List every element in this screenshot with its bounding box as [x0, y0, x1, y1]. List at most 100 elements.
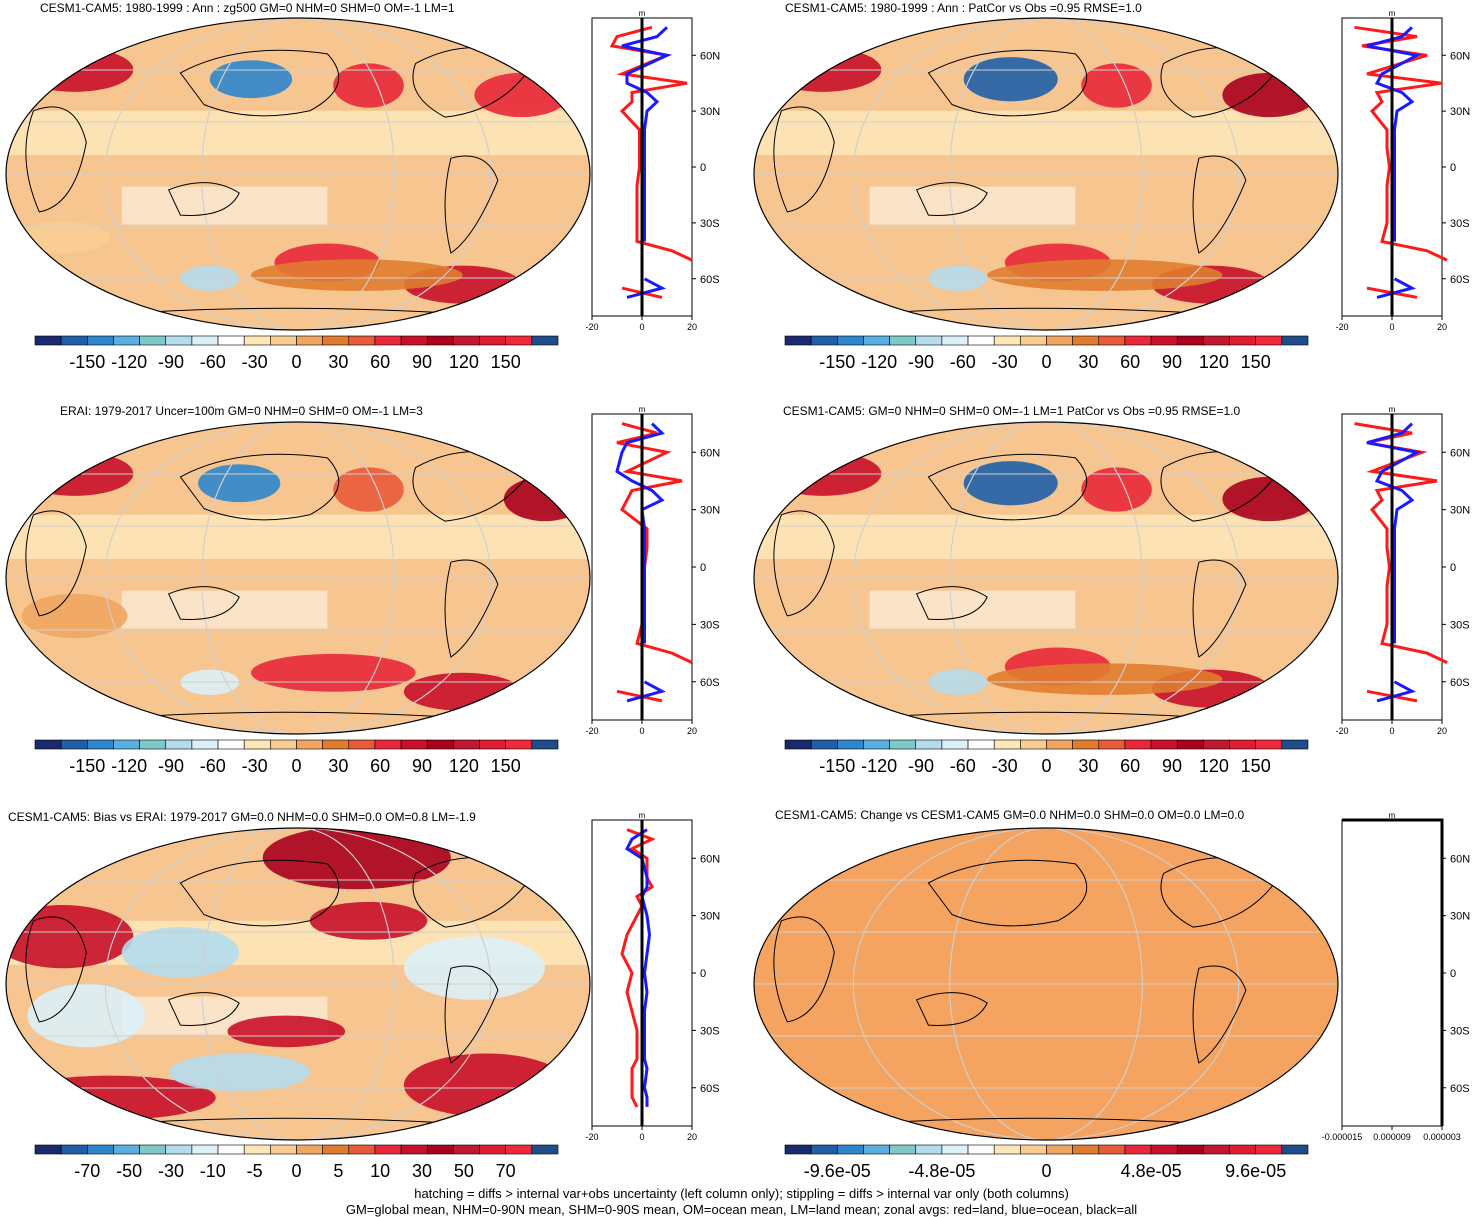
colorbar-box [270, 1144, 297, 1155]
zonal-lat-label: 30N [1450, 911, 1470, 923]
panel-title: CESM1-CAM5: Bias vs ERAI: 1979-2017 GM=0… [8, 810, 476, 824]
zonal-lat-label: 0 [1450, 562, 1456, 574]
zonal-mean-plot: -20 0 20 m 60N 30N 0 30S 60S [1335, 405, 1470, 736]
colorbar-box [1203, 739, 1230, 750]
colorbar-label: 60 [370, 352, 390, 372]
zonal-lat-label: 60S [1450, 677, 1470, 689]
colorbar-label: 70 [496, 1161, 516, 1181]
colorbar-box [784, 1144, 812, 1155]
colorbar-label: -150 [69, 756, 105, 776]
colorbar-box [1176, 1144, 1204, 1155]
meridian-line [201, 18, 395, 330]
anomaly-blob [333, 467, 404, 512]
anomaly-blob [209, 60, 293, 99]
coastline [444, 155, 499, 254]
panel-title: ERAI: 1979-2017 Uncer=100m GM=0 NHM=0 SH… [60, 404, 423, 418]
map-field [754, 18, 1338, 330]
map-plot [753, 17, 1339, 331]
colorbar-box [113, 1144, 140, 1155]
colorbar-box [784, 335, 812, 346]
colorbar-label: -9.6e-05 [804, 1161, 871, 1181]
colorbar-box [915, 335, 943, 346]
coastline [1160, 451, 1282, 522]
colorbar-box [217, 335, 245, 346]
ocean-zonal-line [621, 26, 672, 299]
tropical-band [6, 110, 590, 156]
colorbar-label: -30 [242, 352, 268, 372]
zonal-lat-label: 60N [700, 853, 720, 865]
zonal-units: m [1389, 9, 1396, 18]
colorbar: -150 -120 -90 -60 -30 0 30 60 90 120 150 [34, 335, 559, 372]
colorbar-label: -10 [200, 1161, 226, 1181]
colorbar-box [374, 739, 402, 750]
colorbar-box [1124, 739, 1152, 750]
colorbar-label: 30 [412, 1161, 432, 1181]
colorbar-box [243, 1144, 271, 1155]
colorbar-box [453, 739, 480, 750]
tropical-band [754, 110, 1338, 156]
coastline [167, 182, 240, 216]
colorbar-label: 120 [449, 352, 479, 372]
meridian-line [949, 828, 1143, 1140]
colorbar-box [1176, 739, 1204, 750]
anomaly-blob [963, 57, 1058, 102]
colorbar: -150 -120 -90 -60 -30 0 30 60 90 120 150 [34, 739, 559, 776]
colorbar-box [426, 739, 454, 750]
land-zonal-line [620, 828, 656, 1108]
colorbar-box [889, 739, 917, 750]
colorbar-label: 120 [1199, 756, 1229, 776]
zonal-lat-label: 60S [700, 1083, 720, 1095]
zonal-lat-label: 0 [700, 968, 706, 980]
colorbar-label: 90 [1162, 756, 1182, 776]
colorbar: -9.6e-05 -4.8e-05 0 4.8e-05 9.6e-05 [784, 1144, 1309, 1181]
coastline [915, 586, 988, 620]
subtropical-band [869, 186, 1076, 225]
colorbar-label: -90 [908, 352, 934, 372]
zonal-xtick-label: 0 [1389, 322, 1394, 332]
coastline [1192, 155, 1247, 254]
colorbar-box [348, 1144, 376, 1155]
zonal-lat-label: 60N [700, 50, 720, 62]
colorbar-box [165, 335, 193, 346]
colorbar-label: -150 [819, 756, 855, 776]
zonal-lat-label: 0 [700, 562, 706, 574]
colorbar-label: 10 [370, 1161, 390, 1181]
colorbar-box [941, 335, 969, 346]
zonal-lat-label: 30S [1450, 619, 1470, 631]
zonal-lat-label: 30N [1450, 505, 1470, 517]
coastline [179, 49, 340, 117]
colorbar-label: -120 [861, 756, 897, 776]
colorbar-box [270, 739, 297, 750]
colorbar-label: -70 [74, 1161, 100, 1181]
colorbar-label: 150 [1241, 756, 1271, 776]
zonal-lat-label: 60S [700, 274, 720, 286]
colorbar-box [139, 1144, 167, 1155]
colorbar-label: 5 [333, 1161, 343, 1181]
colorbar-box [479, 739, 506, 750]
colorbar-box [1124, 335, 1152, 346]
colorbar-box [531, 1144, 559, 1155]
colorbar-label: 30 [1078, 352, 1098, 372]
colorbar-box [479, 335, 506, 346]
subtropical-band [121, 186, 328, 225]
colorbar-box [505, 335, 533, 346]
meridian-line [852, 18, 1240, 330]
panel-title: CESM1-CAM5: GM=0 NHM=0 SHM=0 OM=-1 LM=1 … [783, 404, 1241, 418]
zonal-mean-plot: -20 0 20 m 60N 30N 0 30S 60S [1335, 9, 1470, 332]
coastline [927, 859, 1088, 927]
zonal-lat-label: 30S [700, 1025, 720, 1037]
zonal-xtick-label: 0 [1389, 726, 1394, 736]
colorbar-box [993, 1144, 1021, 1155]
colorbar-label: 60 [370, 756, 390, 776]
colorbar-box [915, 1144, 943, 1155]
zonal-xtick-label: 20 [687, 726, 697, 736]
colorbar-label: 30 [328, 756, 348, 776]
anomaly-blob [168, 1053, 310, 1092]
colorbar-label: -30 [992, 756, 1018, 776]
zonal-lat-label: 0 [1450, 968, 1456, 980]
panel-title: CESM1-CAM5: 1980-1999 : Ann : PatCor vs … [785, 1, 1142, 15]
colorbar-box [34, 1144, 62, 1155]
colorbar-box [1020, 1144, 1047, 1155]
colorbar-box [60, 739, 88, 750]
coastline [25, 916, 87, 1023]
